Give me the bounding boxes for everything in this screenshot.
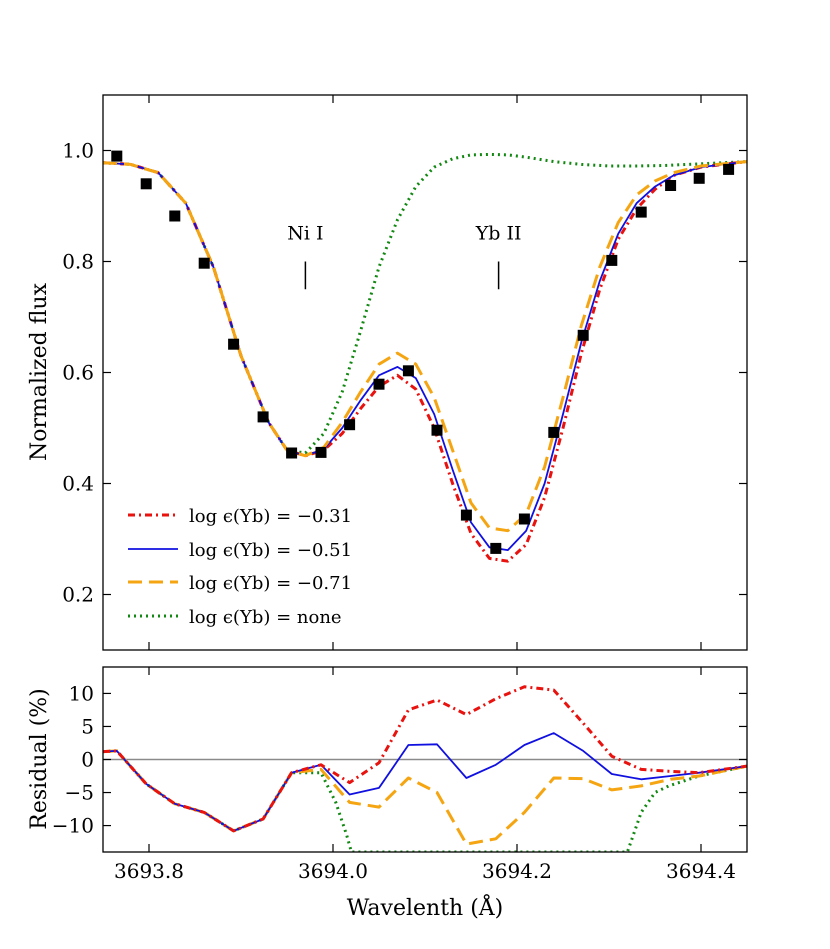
observed-point bbox=[344, 419, 356, 431]
legend-label-yb-none: log ϵ(Yb) = none bbox=[189, 607, 342, 628]
observed-point bbox=[460, 509, 472, 521]
residual-ylabel: Residual (%) bbox=[27, 688, 52, 829]
flux-ytick-label: 0.4 bbox=[62, 472, 94, 496]
observed-point bbox=[169, 210, 181, 222]
residual-ytick-label: 0 bbox=[81, 748, 94, 772]
observed-point bbox=[723, 163, 735, 175]
observed-point bbox=[315, 446, 327, 458]
flux-line-yb-none bbox=[103, 152, 747, 455]
legend-label-yb-031: log ϵ(Yb) = −0.31 bbox=[189, 506, 352, 527]
line-annotations: Ni I Yb II bbox=[287, 222, 522, 290]
observed-point bbox=[228, 338, 240, 350]
legend: log ϵ(Yb) = −0.31 log ϵ(Yb) = −0.51 log … bbox=[128, 506, 352, 628]
observed-point bbox=[518, 513, 530, 525]
flux-ylabel: Normalized flux bbox=[27, 282, 52, 461]
observed-point bbox=[373, 378, 385, 390]
observed-point bbox=[286, 447, 298, 459]
flux-ytick-label: 1.0 bbox=[62, 139, 94, 163]
residual-ytick-label: −10 bbox=[52, 814, 94, 838]
observed-point bbox=[606, 254, 618, 266]
observed-point bbox=[431, 424, 443, 436]
residual-xtick-label: 3694.4 bbox=[666, 859, 736, 883]
residual-line-yb-0-51-residual bbox=[103, 732, 747, 832]
observed-point bbox=[111, 150, 123, 162]
residual-series-group bbox=[103, 685, 747, 852]
observed-points-group bbox=[111, 150, 735, 554]
flux-line-yb-0-31 bbox=[103, 160, 747, 563]
legend-label-yb-071: log ϵ(Yb) = −0.71 bbox=[189, 573, 352, 594]
flux-ytick-label: 0.8 bbox=[62, 250, 94, 274]
residual-xlabel: Wavelenth (Å) bbox=[347, 893, 504, 921]
legend-entry-yb-051: log ϵ(Yb) = −0.51 bbox=[128, 540, 352, 561]
flux-ticks: 0.2 0.4 0.6 0.8 1.0 bbox=[62, 95, 747, 650]
flux-axes-frame bbox=[102, 94, 748, 651]
observed-point bbox=[198, 257, 210, 269]
flux-line-yb-0-71 bbox=[103, 160, 747, 533]
observed-point bbox=[140, 178, 152, 190]
observed-point bbox=[402, 365, 414, 377]
annotation-ni-i: Ni I bbox=[287, 222, 323, 244]
observed-point bbox=[635, 206, 647, 218]
observed-point bbox=[257, 411, 269, 423]
flux-ytick-label: 0.2 bbox=[62, 583, 94, 607]
residual-xtick-label: 3693.8 bbox=[114, 859, 184, 883]
flux-line-yb-0-51 bbox=[103, 160, 747, 551]
legend-entry-yb-071: log ϵ(Yb) = −0.71 bbox=[128, 573, 352, 594]
residual-line-yb-0-71-residual bbox=[103, 749, 747, 846]
observed-point bbox=[490, 542, 502, 554]
residual-line-yb-0-31-residual bbox=[103, 685, 747, 833]
residual-ytick-label: −5 bbox=[65, 781, 94, 805]
observed-point bbox=[665, 180, 677, 191]
residual-ytick-label: 10 bbox=[69, 681, 94, 705]
legend-entry-yb-031: log ϵ(Yb) = −0.31 bbox=[128, 506, 352, 527]
residual-panel: −10 −5 0 5 10 3693.8 3694.0 3694.2 3694.4 Residu… bbox=[27, 666, 748, 921]
residual-line-yb-none-residual bbox=[103, 749, 747, 852]
observed-point bbox=[548, 426, 560, 438]
annotation-yb-ii: Yb II bbox=[475, 222, 522, 244]
legend-entry-yb-none: log ϵ(Yb) = none bbox=[128, 607, 342, 628]
legend-label-yb-051: log ϵ(Yb) = −0.51 bbox=[189, 540, 352, 561]
residual-xtick-label: 3694.0 bbox=[298, 859, 368, 883]
observed-point bbox=[577, 329, 589, 341]
residual-xtick-label: 3694.2 bbox=[482, 859, 552, 883]
residual-ytick-label: 5 bbox=[81, 714, 94, 738]
residual-axes-frame bbox=[102, 666, 748, 853]
flux-panel: Ni I Yb II 0.2 0.4 0.6 0.8 1.0 Normalized fl… bbox=[27, 94, 748, 651]
residual-ticks: −10 −5 0 5 10 3693.8 3694.0 3694.2 3694.4 bbox=[52, 667, 747, 883]
flux-series-group bbox=[103, 152, 747, 563]
observed-point bbox=[693, 172, 705, 184]
flux-ytick-label: 0.6 bbox=[62, 361, 94, 385]
